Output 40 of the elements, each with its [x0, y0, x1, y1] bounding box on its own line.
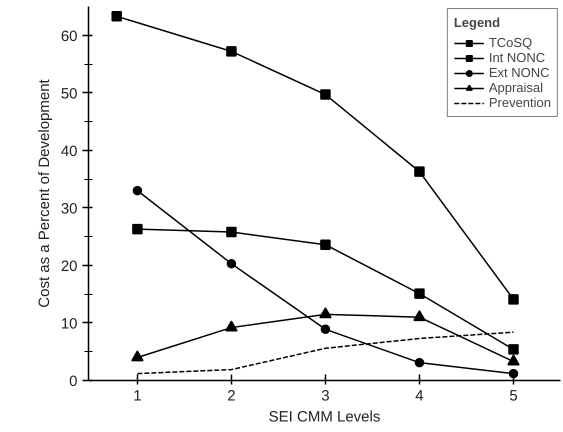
point [413, 310, 426, 322]
y-tick-label: 10 [60, 315, 78, 332]
y-tick-label: 30 [60, 200, 78, 218]
point [111, 11, 122, 22]
y-tick-label: 60 [60, 28, 78, 45]
point [226, 258, 236, 268]
point [414, 358, 424, 368]
point [508, 344, 519, 355]
point [414, 166, 425, 177]
legend-label: Int NONC [488, 50, 546, 65]
point [508, 294, 519, 305]
x-tick-label: 1 [133, 388, 142, 404]
y-axis-title: Cost as a Percent of Development [36, 78, 53, 308]
point [226, 46, 237, 57]
y-tick-label: 50 [60, 85, 78, 102]
legend-title: Legend [454, 15, 502, 30]
point [320, 324, 330, 334]
y-tick-label: 40 [60, 142, 78, 160]
x-tick-label: 2 [227, 388, 236, 404]
legend-label: Appraisal [488, 80, 544, 95]
point [320, 89, 331, 100]
y-tick-label: 20 [60, 258, 78, 275]
legend-label: TCoSQ [488, 35, 532, 50]
point [508, 368, 518, 378]
point [226, 226, 237, 238]
point [414, 288, 425, 299]
y-tick-label: 0 [69, 373, 78, 390]
point [132, 186, 142, 196]
point [225, 320, 238, 332]
legend-label: Ext NONC [488, 65, 550, 80]
x-tick-label: 5 [509, 388, 518, 404]
x-tick-label: 3 [321, 388, 330, 404]
point [320, 239, 331, 250]
legend-label: Prevention [488, 95, 551, 110]
point [132, 224, 143, 234]
x-axis-title: SEI CMM Levels [268, 408, 380, 426]
point [507, 354, 520, 366]
point [319, 307, 332, 318]
x-tick-label: 4 [415, 388, 424, 404]
point [131, 350, 144, 362]
